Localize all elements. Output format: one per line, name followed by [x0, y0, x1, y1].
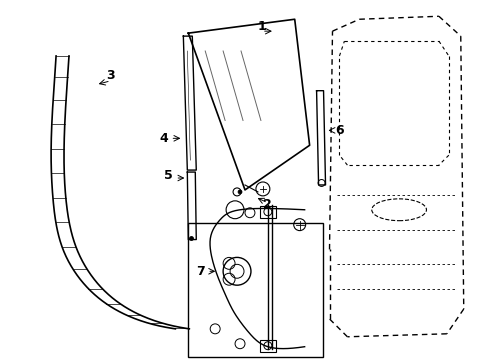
Text: 2: 2 — [263, 198, 272, 211]
Text: 1: 1 — [257, 20, 266, 33]
Bar — [260, 206, 275, 218]
Text: 5: 5 — [164, 168, 172, 181]
Text: 6: 6 — [334, 124, 343, 137]
Text: 7: 7 — [196, 265, 204, 278]
Bar — [260, 340, 275, 352]
Text: 3: 3 — [106, 69, 115, 82]
Text: 4: 4 — [159, 132, 167, 145]
Bar — [188, 223, 322, 357]
Circle shape — [238, 190, 242, 194]
